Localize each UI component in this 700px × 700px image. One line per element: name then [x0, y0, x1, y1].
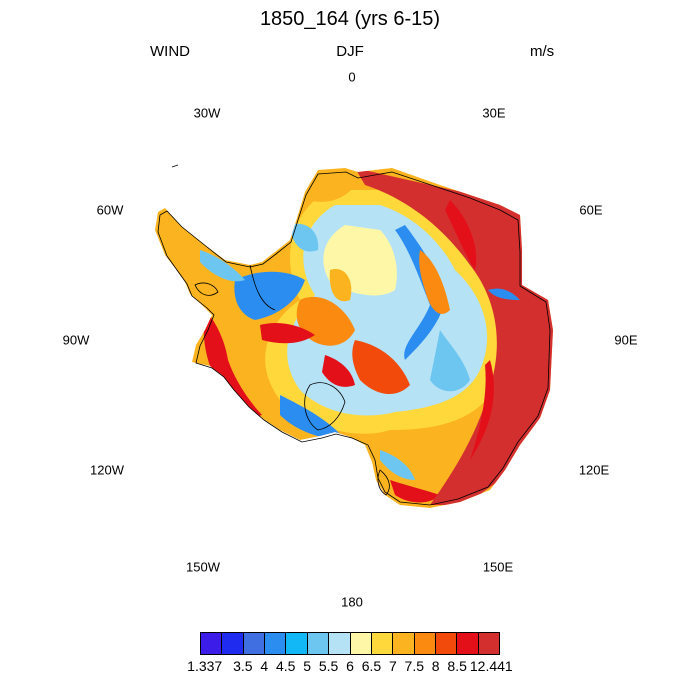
coastline [157, 164, 551, 506]
colorbar-label: 12.441 [469, 658, 513, 674]
colorbar-label: 5.5 [318, 658, 339, 674]
colorbar-label: 7 [388, 658, 397, 674]
colorbar-label: 8 [431, 658, 440, 674]
colorbar-box-11 [435, 633, 458, 654]
colorbar-box-3 [265, 633, 287, 654]
colorbar-box-5 [307, 633, 330, 654]
lon-label-90e: 90E [614, 332, 638, 348]
colorbar-box-1 [222, 633, 244, 654]
season-label: DJF [336, 43, 364, 60]
colorbar-box-12 [457, 633, 479, 654]
lon-label-120e: 120E [578, 462, 610, 478]
colorbar-label: 6 [346, 658, 354, 674]
colorbar-label: 1.337 [187, 658, 223, 674]
colorbar-label: 6.5 [361, 658, 382, 674]
colorbar-label: 8.5 [447, 658, 467, 674]
lon-label-180: 180 [341, 594, 363, 610]
lon-label-0: 0 [348, 69, 356, 85]
colorbar [200, 632, 500, 655]
units-label: m/s [530, 43, 555, 60]
colorbar-box-4 [286, 633, 308, 654]
colorbar-label: 5 [303, 658, 312, 674]
lon-label-150w: 150W [186, 559, 220, 575]
wind-field [155, 168, 553, 508]
plot-title: 1850_164 (yrs 6-15) [259, 8, 441, 30]
colorbar-box-6 [329, 633, 351, 654]
colorbar-box-13 [478, 633, 500, 654]
colorbar-label: 4.5 [275, 658, 296, 674]
lon-label-30w: 30W [193, 105, 221, 121]
lon-label-150e: 150E [482, 559, 514, 575]
colorbar-box-7 [350, 633, 372, 654]
colorbar-label: 4 [260, 658, 269, 674]
colorbar-box-9 [393, 633, 415, 654]
colorbar-box-10 [414, 633, 436, 654]
colorbar-label: 3.5 [233, 658, 253, 674]
lon-label-30e: 30E [482, 105, 506, 121]
variable-label: WIND [150, 43, 190, 60]
colorbar-box-2 [243, 633, 266, 654]
colorbar-box-8 [371, 633, 394, 654]
lon-label-90w: 90W [62, 332, 90, 348]
lon-label-120w: 120W [90, 462, 124, 478]
lon-label-60w: 60W [96, 202, 124, 218]
colorbar-label: 7.5 [404, 658, 425, 674]
colorbar-box-0 [201, 633, 223, 654]
lon-label-60e: 60E [579, 202, 603, 218]
